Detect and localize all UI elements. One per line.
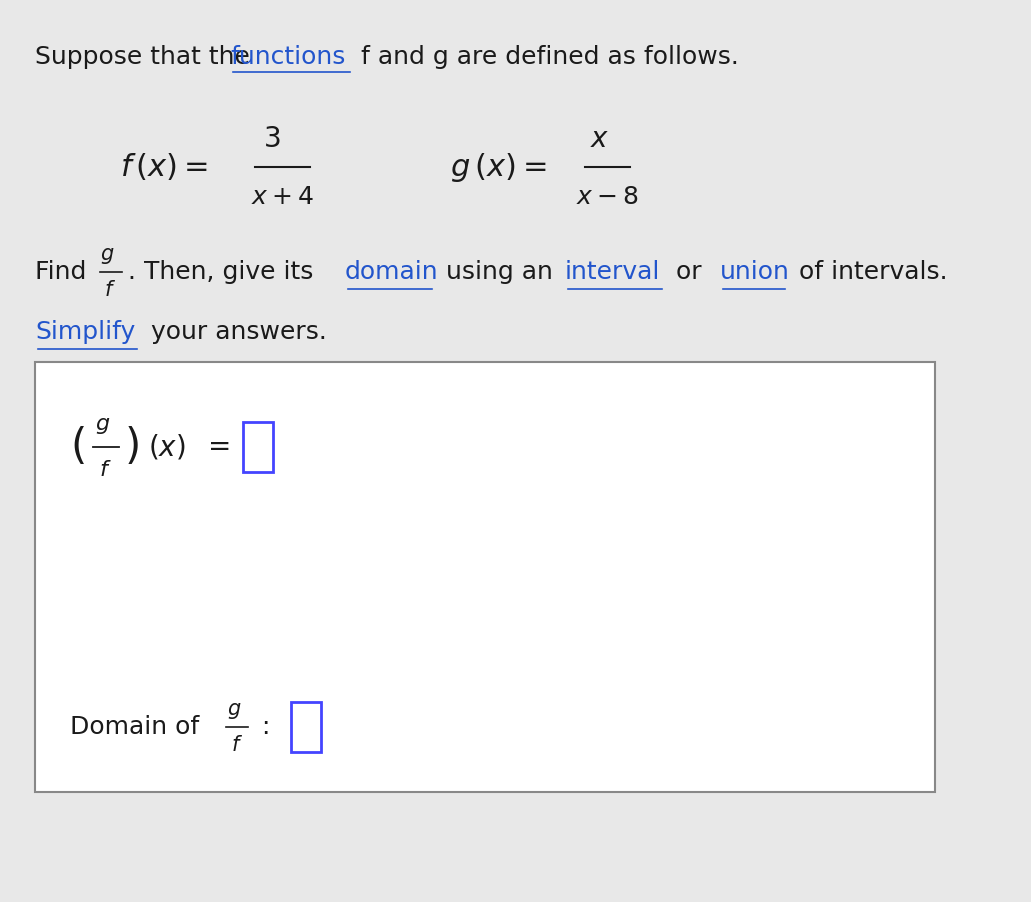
- FancyBboxPatch shape: [243, 422, 273, 472]
- Text: f: f: [231, 735, 239, 755]
- Text: your answers.: your answers.: [143, 320, 327, 344]
- Text: :: :: [254, 715, 278, 739]
- Text: of intervals.: of intervals.: [791, 260, 947, 284]
- Text: Suppose that the: Suppose that the: [35, 45, 258, 69]
- Text: ): ): [125, 426, 141, 468]
- Text: $x-8$: $x-8$: [575, 185, 638, 209]
- Text: or: or: [668, 260, 709, 284]
- FancyBboxPatch shape: [291, 702, 321, 752]
- FancyBboxPatch shape: [35, 362, 935, 792]
- Text: $x$: $x$: [591, 125, 609, 153]
- Text: $g\,(x)=$: $g\,(x)=$: [450, 151, 546, 183]
- Text: f: f: [99, 460, 107, 480]
- Text: functions: functions: [230, 45, 345, 69]
- Text: g: g: [228, 699, 240, 719]
- Text: 3: 3: [264, 125, 281, 153]
- Text: domain: domain: [345, 260, 438, 284]
- Text: Domain of: Domain of: [70, 715, 207, 739]
- Text: $f\,(x)=$: $f\,(x)=$: [120, 152, 208, 182]
- Text: (: (: [70, 426, 87, 468]
- Text: f: f: [104, 280, 111, 300]
- Text: $x+4$: $x+4$: [251, 185, 313, 209]
- Text: g: g: [100, 244, 113, 264]
- Text: using an: using an: [438, 260, 561, 284]
- Text: interval: interval: [565, 260, 661, 284]
- Text: f and g are defined as follows.: f and g are defined as follows.: [353, 45, 739, 69]
- Text: union: union: [720, 260, 790, 284]
- Text: g: g: [95, 414, 109, 434]
- Text: $(x)$: $(x)$: [148, 432, 186, 462]
- Text: Find: Find: [35, 260, 95, 284]
- Text: Simplify: Simplify: [35, 320, 135, 344]
- Text: =: =: [208, 433, 231, 461]
- Text: . Then, give its: . Then, give its: [128, 260, 322, 284]
